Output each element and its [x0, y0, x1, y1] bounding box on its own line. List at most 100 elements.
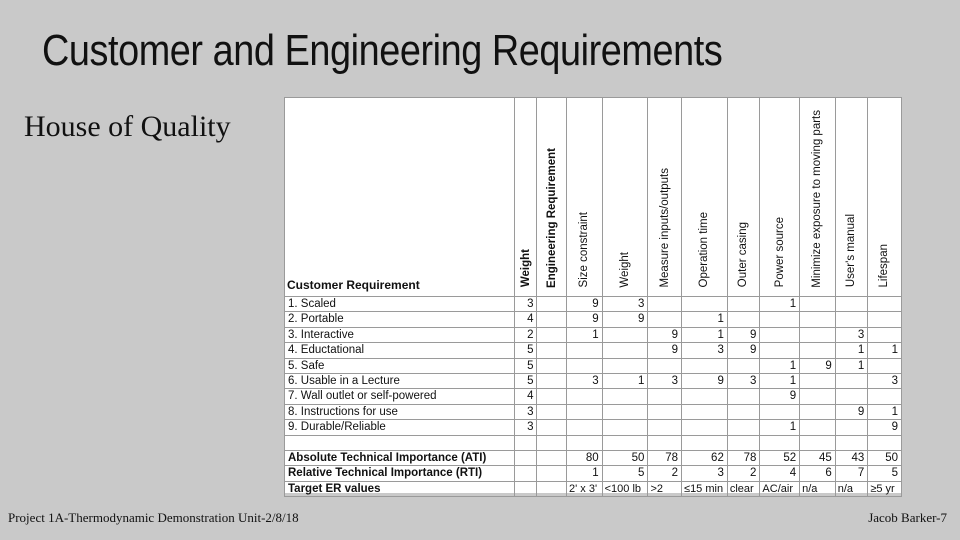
weight-cell: 2 — [514, 326, 538, 344]
matrix-cell — [834, 419, 869, 436]
empty-cell — [647, 434, 683, 452]
header-column-label: Operation time — [698, 212, 711, 288]
matrix-cell — [759, 326, 801, 344]
row-label: 8. Instructions for use — [283, 403, 516, 421]
matrix-cell: 9 — [726, 326, 761, 344]
matrix-cell — [601, 342, 649, 359]
matrix-cell: 9 — [566, 295, 603, 313]
footer-project-info: Project 1A-Thermodynamic Demonstration U… — [8, 510, 299, 525]
weight-cell — [514, 450, 538, 467]
matrix-cell: 2 — [726, 465, 761, 482]
table-row: 8. Instructions for use 3 9 1 — [283, 403, 902, 421]
matrix-cell: n/a — [799, 480, 836, 498]
matrix-cell — [867, 311, 902, 328]
matrix-cell: 3 — [726, 373, 761, 390]
matrix-cell: 1 — [834, 342, 869, 359]
empty-cell — [759, 434, 801, 452]
matrix-cell: 1 — [601, 373, 649, 390]
matrix-cell: 50 — [601, 450, 649, 467]
matrix-cell — [799, 342, 836, 359]
matrix-cell — [681, 403, 728, 421]
matrix-cell — [799, 326, 836, 344]
matrix-cell: 78 — [647, 450, 683, 467]
matrix-cell — [601, 326, 649, 344]
row-label: Relative Technical Importance (RTI) — [283, 465, 516, 482]
matrix-cell — [726, 357, 761, 375]
matrix-cell: 1 — [759, 419, 801, 436]
matrix-cell — [799, 403, 836, 421]
matrix-cell — [681, 357, 728, 375]
row-label: 9. Durable/Reliable — [283, 419, 516, 436]
weight-cell — [514, 465, 538, 482]
weight-cell: 3 — [514, 419, 538, 436]
matrix-cell — [647, 311, 683, 328]
table-row: 6. Usable in a Lecture 5 3 1 3 9 3 1 3 — [283, 373, 902, 390]
matrix-cell — [681, 388, 728, 405]
header-column: Minimize exposure to moving parts — [799, 97, 836, 297]
empty-cell — [601, 434, 649, 452]
row-label: Absolute Technical Importance (ATI) — [283, 450, 516, 467]
matrix-cell — [867, 388, 902, 405]
matrix-cell — [681, 419, 728, 436]
header-column: User's manual — [834, 97, 869, 297]
weight-cell: 5 — [514, 342, 538, 359]
empty-cell — [681, 434, 728, 452]
matrix-cell: 2' x 3' — [566, 480, 603, 498]
header-weight: Weight — [514, 97, 538, 297]
matrix-cell — [834, 295, 869, 313]
matrix-cell: AC/air — [759, 480, 801, 498]
matrix-cell: 1 — [566, 326, 603, 344]
header-column-label: Measure inputs/outputs — [658, 168, 671, 288]
matrix-cell: 3 — [601, 295, 649, 313]
row-label: 1. Scaled — [283, 295, 516, 313]
matrix-cell: 9 — [601, 311, 649, 328]
row-label: 7. Wall outlet or self-powered — [283, 388, 516, 405]
header-column-label: Power source — [773, 217, 786, 288]
matrix-cell — [726, 388, 761, 405]
matrix-cell: ≤15 min — [681, 480, 728, 498]
row-label: 2. Portable — [283, 311, 516, 328]
matrix-cell: 9 — [566, 311, 603, 328]
engineering-requirement-cell — [536, 480, 567, 498]
matrix-cell: 1 — [759, 357, 801, 375]
matrix-cell — [759, 342, 801, 359]
weight-cell — [514, 480, 538, 498]
matrix-cell: 1 — [681, 326, 728, 344]
matrix-cell: 3 — [647, 373, 683, 390]
header-column-label: Lifespan — [878, 244, 891, 288]
matrix-cell — [726, 311, 761, 328]
matrix-cell: 62 — [681, 450, 728, 467]
matrix-cell: 1 — [834, 357, 869, 375]
matrix-cell — [681, 295, 728, 313]
engineering-requirement-cell — [536, 403, 567, 421]
blank-row — [283, 434, 902, 452]
matrix-cell — [726, 419, 761, 436]
matrix-cell — [647, 357, 683, 375]
matrix-cell — [647, 388, 683, 405]
empty-cell — [867, 434, 902, 452]
engineering-requirement-cell — [536, 373, 567, 390]
matrix-cell — [799, 419, 836, 436]
matrix-cell: 9 — [647, 342, 683, 359]
matrix-cell — [647, 403, 683, 421]
rti-row: Relative Technical Importance (RTI) 1 5 2 3 2… — [283, 465, 902, 482]
matrix-cell: 9 — [681, 373, 728, 390]
matrix-cell — [566, 388, 603, 405]
table-header-row: Customer Requirement Weight Engineering … — [283, 97, 902, 297]
house-of-quality-table: Customer Requirement Weight Engineering … — [283, 97, 902, 498]
matrix-cell — [834, 388, 869, 405]
table-row: 4. Eductational 5 9 3 9 1 1 — [283, 342, 902, 359]
matrix-cell: 78 — [726, 450, 761, 467]
empty-cell — [799, 434, 836, 452]
matrix-cell: 1 — [681, 311, 728, 328]
matrix-cell — [647, 419, 683, 436]
matrix-cell: clear — [726, 480, 761, 498]
matrix-cell — [867, 295, 902, 313]
matrix-cell: 9 — [726, 342, 761, 359]
header-weight-label: Weight — [519, 249, 532, 288]
matrix-cell — [799, 388, 836, 405]
row-label: Target ER values — [283, 480, 516, 498]
matrix-cell: 80 — [566, 450, 603, 467]
header-column: Lifespan — [867, 97, 902, 297]
empty-cell — [514, 434, 538, 452]
